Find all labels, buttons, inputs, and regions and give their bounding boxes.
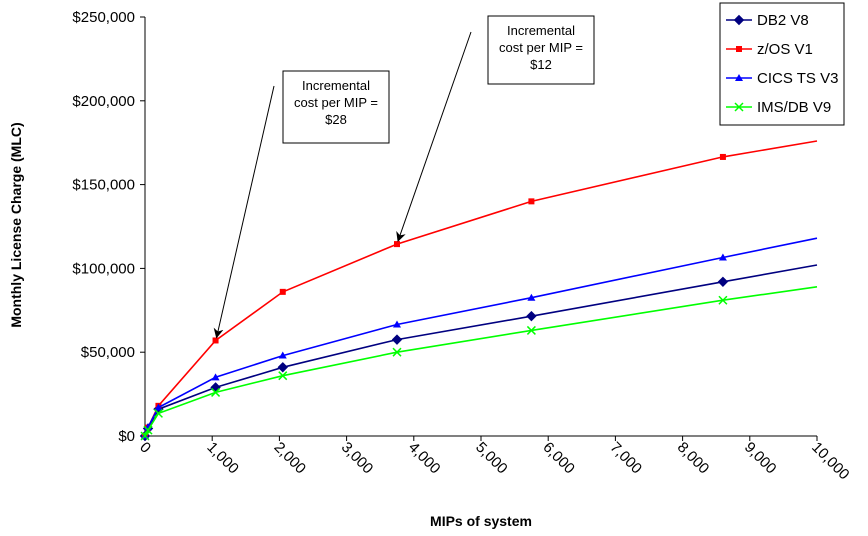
annotation-text: $12 [530, 57, 552, 72]
data-point [154, 403, 163, 411]
data-point [528, 198, 535, 205]
y-tick-label: $250,000 [72, 9, 135, 26]
x-tick-label: 7,000 [607, 439, 646, 478]
series-ims-db-v9 [140, 286, 818, 441]
x-tick-label: 1,000 [203, 439, 242, 478]
legend-label: z/OS V1 [757, 41, 813, 58]
series-z-os-v1 [142, 140, 818, 439]
data-point [526, 310, 537, 322]
annotation-callout: Incremental cost per MIP = $28 [213, 70, 390, 339]
x-tick-label: 4,000 [405, 439, 444, 478]
data-point [733, 14, 745, 26]
legend: DB2 V8 z/OS V1 CICS TS V3 IMS/DB V9 [719, 2, 845, 126]
data-point [718, 253, 727, 261]
data-point [278, 371, 288, 381]
data-point [736, 46, 742, 52]
series-db2-v8 [139, 264, 818, 442]
data-point [717, 276, 729, 288]
y-tick-label: $200,000 [72, 93, 135, 110]
legend-item: z/OS V1 [726, 41, 813, 58]
annotation-text: cost per MIP = [294, 95, 378, 110]
plot-area [139, 140, 818, 442]
data-point [735, 74, 743, 81]
x-tick-label: 9,000 [741, 439, 780, 478]
data-point [279, 288, 286, 295]
annotation-text: Incremental [507, 23, 575, 38]
x-axis-title: MIPs of system [430, 513, 532, 529]
data-point [393, 320, 401, 328]
y-axis-title: Monthly License Charge (MLC) [8, 122, 24, 327]
annotation-text: cost per MIP = [499, 40, 583, 55]
data-point [718, 295, 728, 305]
legend-label: CICS TS V3 [757, 70, 838, 87]
data-point [153, 408, 163, 418]
data-point [212, 337, 219, 344]
data-point [734, 102, 744, 112]
series-line [144, 286, 818, 437]
data-point [210, 382, 221, 393]
legend-label: IMS/DB V9 [757, 99, 831, 116]
annotation-arrow [213, 85, 275, 339]
data-point [211, 373, 220, 381]
x-axis: 0 1,000 2,000 3,000 4,000 5,000 6,000 7,000 8,00… [136, 435, 853, 483]
data-point [140, 431, 150, 441]
data-point [527, 293, 536, 301]
x-tick-label: 6,000 [539, 439, 578, 478]
annotation-box [487, 15, 595, 85]
y-tick-label: $100,000 [72, 260, 135, 277]
data-point [277, 362, 288, 373]
data-point [278, 351, 287, 359]
data-point [211, 387, 221, 397]
series-line [144, 264, 818, 437]
series-line [144, 237, 818, 437]
legend-label: DB2 V8 [757, 12, 809, 29]
data-point [394, 241, 400, 248]
y-axis: $0 $50,000 $100,000 $150,000 $200,000 $250,00… [72, 9, 146, 445]
x-tick-label: 2,000 [271, 439, 310, 478]
legend-item: CICS TS V3 [726, 70, 838, 87]
annotation-text: Incremental [302, 78, 370, 93]
x-tick-label: 0 [136, 439, 154, 457]
annotation-callout: Incremental cost per MIP = $12 [396, 15, 595, 243]
x-tick-label: 10,000 [808, 439, 852, 483]
annotation-arrow [396, 31, 472, 243]
data-point [526, 325, 536, 335]
data-point [719, 153, 726, 160]
annotations: Incremental cost per MIP = $28 Incremental c… [213, 15, 595, 339]
y-tick-label: $50,000 [81, 344, 135, 361]
annotation-text: $28 [325, 112, 347, 127]
data-point [392, 347, 402, 357]
x-tick-label: 8,000 [674, 439, 713, 478]
x-tick-label: 5,000 [472, 439, 511, 478]
x-tick-label: 3,000 [338, 439, 377, 478]
legend-item: DB2 V8 [726, 12, 809, 29]
series-line [144, 140, 818, 437]
data-point [143, 425, 153, 435]
y-tick-label: $150,000 [72, 177, 135, 194]
y-tick-label: $0 [118, 428, 135, 445]
legend-item: IMS/DB V9 [726, 99, 831, 116]
annotation-box [282, 70, 390, 144]
data-point [391, 334, 403, 345]
